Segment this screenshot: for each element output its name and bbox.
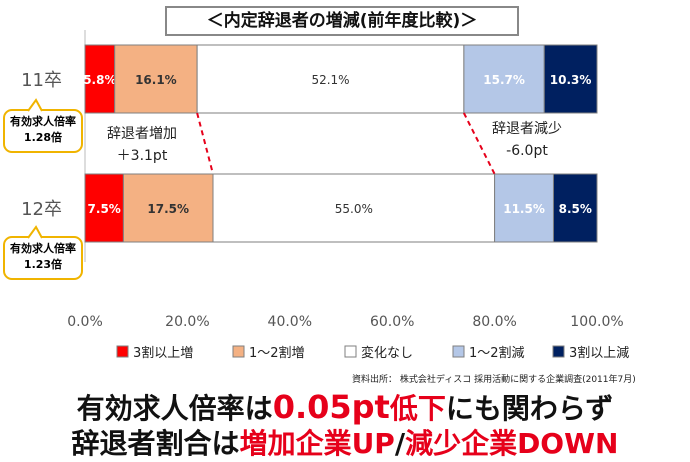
- x-tick-label: 100.0%: [570, 314, 623, 330]
- callout-label: 有効求人倍率: [10, 241, 76, 255]
- source-note: 資料出所： 株式会社ディスコ 採用活動に関する企業調査(2011年7月): [352, 375, 636, 385]
- increase-annotation-value: ＋3.1pt: [117, 148, 168, 164]
- bar-segment: [122, 173, 214, 243]
- chart-title: ＜内定辞退者の増減(前年度比較)＞: [165, 6, 519, 36]
- legend-swatch: [344, 345, 357, 358]
- bar-segment: [552, 173, 598, 243]
- headline-slash: /: [394, 427, 406, 460]
- callout-frame: [3, 109, 83, 153]
- headline-highlight-decline: 低下: [389, 392, 446, 425]
- data-label: 55.0%: [335, 202, 373, 216]
- shift-connector-line: [196, 112, 214, 175]
- bar-segment: [463, 44, 545, 114]
- legend-label: 1〜2割減: [469, 345, 525, 361]
- data-label: 7.5%: [88, 202, 121, 216]
- x-tick-label: 20.0%: [165, 314, 209, 330]
- legend-label: 変化なし: [361, 345, 413, 361]
- callout-value: 1.23倍: [24, 257, 62, 271]
- data-label: 16.1%: [135, 73, 177, 87]
- decrease-annotation-value: -6.0pt: [506, 143, 548, 159]
- callout-pointer: [27, 225, 43, 239]
- headline-line-2: 辞退者割合は増加企業UP/減少企業DOWN: [0, 422, 690, 462]
- headline-highlight-up: 増加企業UP: [239, 427, 395, 460]
- callout-bubble-12卒: 有効求人倍率 1.23倍: [3, 225, 83, 280]
- headline-highlight-ratio: 0.05pt: [272, 388, 390, 426]
- row-label-12卒: 12卒: [21, 199, 62, 220]
- data-label: 17.5%: [147, 202, 189, 216]
- bar-segment: [196, 44, 465, 114]
- bar-segment: [494, 173, 554, 243]
- headline-text-2a: 辞退者割合は: [71, 427, 240, 460]
- data-label: 8.5%: [559, 202, 592, 216]
- legend-label: 1〜2割増: [249, 345, 305, 361]
- legend-swatch: [116, 345, 129, 358]
- legend-label: 3割以上減: [569, 345, 629, 361]
- callout-value: 1.28倍: [24, 130, 62, 144]
- callout-bubble-11卒: 有効求人倍率 1.28倍: [3, 98, 83, 153]
- legend-swatch: [232, 345, 245, 358]
- callout-label: 有効求人倍率: [10, 114, 76, 128]
- row-label-11卒: 11卒: [21, 70, 62, 91]
- headline-text-1a: 有効求人倍率は: [76, 392, 273, 425]
- increase-annotation-title: 辞退者増加: [107, 126, 177, 142]
- bar-segment: [212, 173, 496, 243]
- x-tick-label: 40.0%: [268, 314, 312, 330]
- data-label: 52.1%: [311, 73, 349, 87]
- x-tick-label: 80.0%: [472, 314, 516, 330]
- x-tick-label: 60.0%: [370, 314, 414, 330]
- headline-text-1b: にも関わらず: [445, 392, 614, 425]
- legend-swatch: [552, 345, 565, 358]
- legend-label: 3割以上増: [133, 345, 193, 361]
- data-label: 15.7%: [483, 73, 525, 87]
- bar-segment: [543, 44, 598, 114]
- decrease-annotation-title: 辞退者減少: [492, 120, 562, 137]
- shift-connector-line: [462, 112, 496, 175]
- headline-highlight-down: 減少企業DOWN: [405, 427, 619, 460]
- bar-segment: [84, 173, 124, 243]
- callout-frame: [3, 236, 83, 280]
- callout-pointer: [27, 98, 43, 112]
- data-label: 5.8%: [83, 73, 116, 87]
- bar-segment: [84, 44, 116, 114]
- data-label: 11.5%: [503, 202, 545, 216]
- x-tick-label: 0.0%: [67, 314, 103, 330]
- headline-line-1: 有効求人倍率は0.05pt低下にも関わらず: [0, 387, 690, 427]
- legend-swatch: [452, 345, 465, 358]
- data-label: 10.3%: [550, 73, 592, 87]
